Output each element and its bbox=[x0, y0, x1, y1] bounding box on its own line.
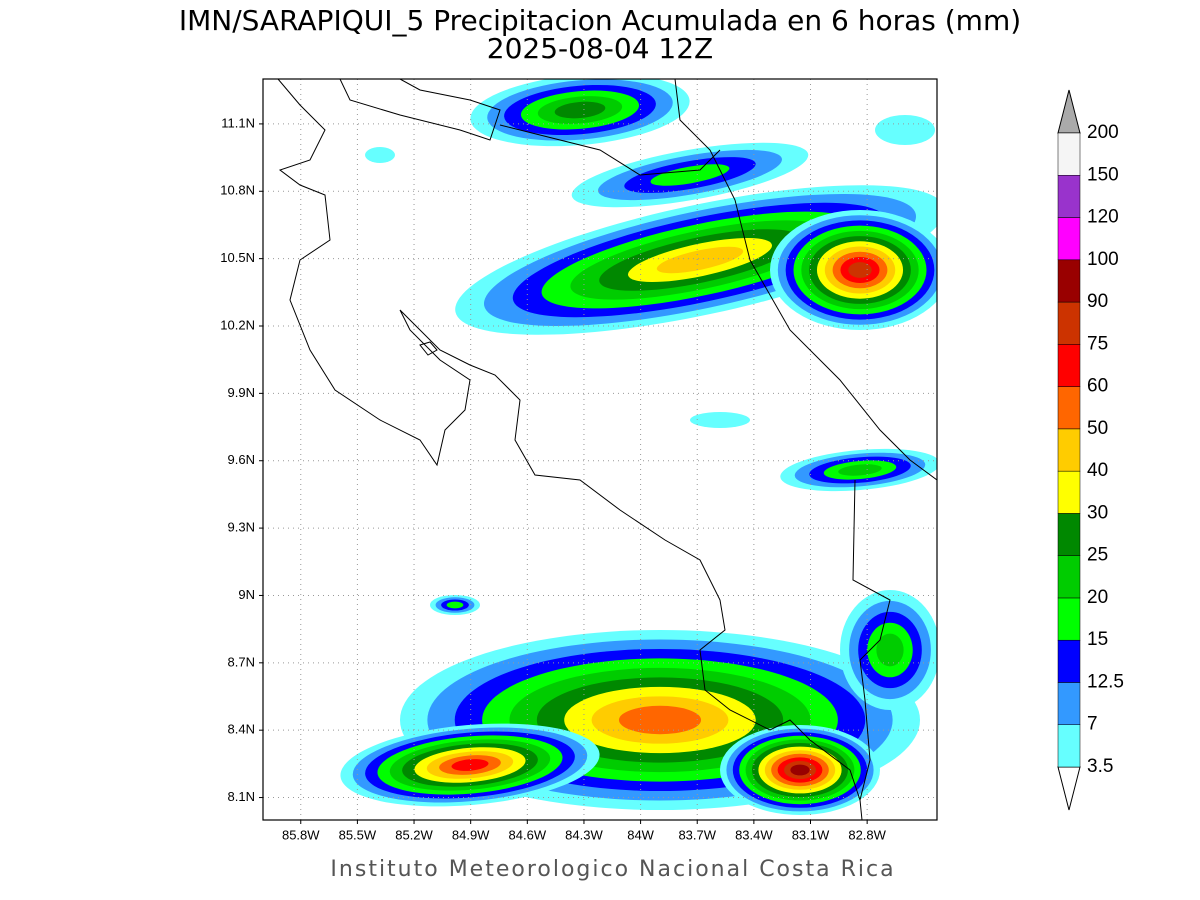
colorbar-label: 75 bbox=[1087, 333, 1108, 354]
precip-contour bbox=[848, 262, 872, 278]
colorbar-label: 40 bbox=[1087, 460, 1108, 481]
colorbar-box bbox=[1057, 217, 1081, 261]
colorbar-box bbox=[1057, 132, 1081, 176]
colorbar: 3.5 7 12.5 15 20 25 30 40 50 60 75 90 100 120 150 200 bbox=[1057, 89, 1124, 811]
precip-contour bbox=[365, 147, 395, 163]
island bbox=[419, 341, 438, 356]
precip-contour bbox=[876, 633, 904, 667]
colorbar-label: 50 bbox=[1087, 418, 1108, 439]
lon-tick-label: 85.8W bbox=[282, 827, 320, 842]
colorbar-box bbox=[1057, 386, 1081, 430]
title: IMN/SARAPIQUI_5 Precipitacion Acumulada … bbox=[179, 4, 1021, 37]
colorbar-box bbox=[1057, 175, 1081, 218]
lon-tick-label: 84W bbox=[627, 827, 654, 842]
lon-tick-label: 84.9W bbox=[452, 827, 490, 842]
colorbar-box bbox=[1057, 470, 1081, 514]
precip-contour bbox=[451, 759, 489, 771]
pacific-coast bbox=[277, 79, 863, 820]
lat-tick-label: 9N bbox=[238, 587, 255, 602]
precip-contour bbox=[790, 764, 810, 776]
lat-tick-label: 9.3N bbox=[228, 520, 255, 535]
colorbar-box bbox=[1057, 682, 1081, 725]
lat-tick-label: 9.9N bbox=[228, 385, 255, 400]
precip-contour bbox=[554, 101, 606, 119]
lon-tick-label: 83.1W bbox=[792, 827, 830, 842]
border-nic bbox=[499, 124, 721, 176]
colorbar-label: 150 bbox=[1087, 164, 1119, 185]
caribbean-coast bbox=[674, 79, 937, 481]
lat-tick-label: 10.5N bbox=[220, 250, 255, 265]
coastlines bbox=[277, 79, 937, 820]
colorbar-label: 15 bbox=[1087, 629, 1108, 650]
lat-tick-label: 10.8N bbox=[220, 183, 255, 198]
precip-contour bbox=[838, 464, 882, 476]
colorbar-label: 60 bbox=[1087, 376, 1108, 397]
lon-tick-label: 83.4W bbox=[735, 827, 773, 842]
colorbar-label: 100 bbox=[1087, 249, 1119, 270]
precip-contour bbox=[690, 412, 750, 428]
precip-field bbox=[340, 79, 937, 815]
precip-contour bbox=[446, 601, 464, 609]
lon-tick-label: 83.7W bbox=[678, 827, 716, 842]
colorbar-box bbox=[1057, 639, 1081, 683]
lake bbox=[339, 79, 501, 141]
lon-tick-label: 82.8W bbox=[848, 827, 886, 842]
precip-contour bbox=[656, 246, 744, 274]
colorbar-label: 25 bbox=[1087, 545, 1108, 566]
lat-tick-label: 11.1N bbox=[221, 115, 255, 130]
colorbar-box bbox=[1057, 597, 1081, 641]
lon-tick-label: 85.5W bbox=[339, 827, 377, 842]
lon-tick-label: 84.6W bbox=[509, 827, 547, 842]
colorbar-over bbox=[1057, 89, 1081, 134]
lat-tick-label: 8.7N bbox=[228, 654, 255, 669]
colorbar-box bbox=[1057, 344, 1081, 387]
colorbar-box bbox=[1057, 301, 1081, 345]
colorbar-label: 200 bbox=[1087, 122, 1119, 143]
colorbar-label: 90 bbox=[1087, 291, 1108, 312]
colorbar-label: 120 bbox=[1087, 207, 1119, 228]
colorbar-label: 20 bbox=[1087, 587, 1108, 608]
grid: 85.8W 85.5W 85.2W 84.9W 84.6W 84.3W 84W 83.7W 83… bbox=[220, 79, 937, 842]
colorbar-label: 30 bbox=[1087, 502, 1108, 523]
colorbar-under bbox=[1057, 766, 1081, 811]
lat-tick-label: 8.1N bbox=[228, 789, 255, 804]
lat-tick-label: 9.6N bbox=[228, 452, 255, 467]
precip-contour bbox=[875, 115, 935, 145]
lon-tick-label: 84.3W bbox=[565, 827, 603, 842]
colorbar-label: 3.5 bbox=[1087, 756, 1113, 777]
colorbar-label: 12.5 bbox=[1087, 671, 1124, 692]
precip-contour bbox=[618, 705, 702, 735]
colorbar-box bbox=[1057, 428, 1081, 472]
subtitle: 2025-08-04 12Z bbox=[487, 32, 713, 65]
map-frame bbox=[262, 78, 938, 821]
colorbar-box bbox=[1057, 555, 1081, 599]
precip-contour bbox=[650, 164, 730, 186]
colorbar-label: 7 bbox=[1087, 714, 1098, 735]
colorbar-box bbox=[1057, 724, 1081, 768]
lon-tick-label: 85.2W bbox=[395, 827, 433, 842]
lat-tick-label: 10.2N bbox=[220, 317, 255, 332]
border-pan bbox=[852, 479, 891, 801]
colorbar-box bbox=[1057, 259, 1081, 303]
credit: Instituto Meteorologico Nacional Costa R… bbox=[330, 857, 895, 882]
colorbar-box bbox=[1057, 513, 1081, 556]
lat-tick-label: 8.4N bbox=[228, 722, 255, 737]
